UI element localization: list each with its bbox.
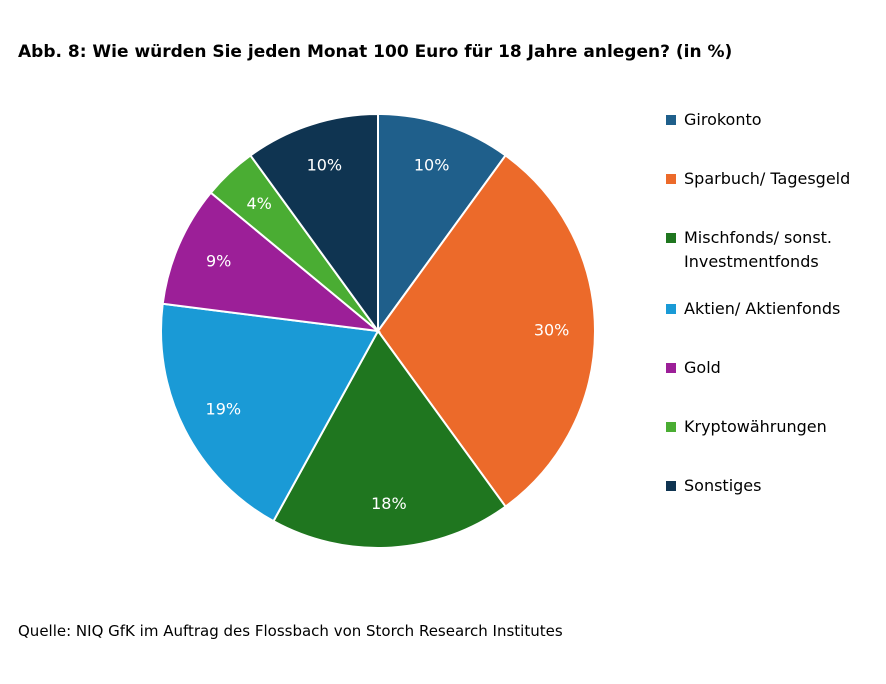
data-label: 4% <box>246 194 271 213</box>
legend-swatch <box>666 422 676 432</box>
data-label: 10% <box>307 155 343 174</box>
legend-swatch <box>666 233 676 243</box>
source-note: Quelle: NIQ GfK im Auftrag des Flossbach… <box>18 622 563 640</box>
legend-item: Sparbuch/ Tagesgeld <box>666 167 850 191</box>
legend-swatch <box>666 481 676 491</box>
legend-swatch <box>666 115 676 125</box>
legend-label: Girokonto <box>684 110 762 129</box>
pie-slice <box>376 154 596 508</box>
pie-slice <box>160 302 380 523</box>
legend-label: Aktien/ Aktienfonds <box>684 299 841 318</box>
legend-item: Girokonto <box>666 108 762 132</box>
data-label: 30% <box>534 321 570 340</box>
data-label: 18% <box>371 494 407 513</box>
legend-swatch <box>666 304 676 314</box>
pie-slice <box>161 191 382 333</box>
data-label: 10% <box>414 155 450 174</box>
legend-label: Sparbuch/ Tagesgeld <box>684 169 851 188</box>
pie-slice <box>272 329 507 549</box>
data-label: 19% <box>206 399 242 418</box>
legend-item: Mischfonds/ sonst. Investmentfonds <box>666 226 866 274</box>
legend-item: Gold <box>666 356 721 380</box>
legend-item: Aktien/ Aktienfonds <box>666 297 840 321</box>
pie-slice <box>377 112 507 335</box>
chart-title: Abb. 8: Wie würden Sie jeden Monat 100 E… <box>18 42 733 62</box>
data-label: 9% <box>206 252 231 271</box>
legend-label: Mischfonds/ sonst. Investmentfonds <box>684 228 833 271</box>
legend-swatch <box>666 363 676 373</box>
legend-label: Gold <box>684 358 721 377</box>
pie-slice <box>249 112 379 335</box>
legend-swatch <box>666 174 676 184</box>
legend-item: Kryptowährungen <box>666 415 827 439</box>
legend-label: Kryptowährungen <box>684 417 827 436</box>
legend-item: Sonstiges <box>666 474 761 498</box>
legend-label: Sonstiges <box>684 476 762 495</box>
